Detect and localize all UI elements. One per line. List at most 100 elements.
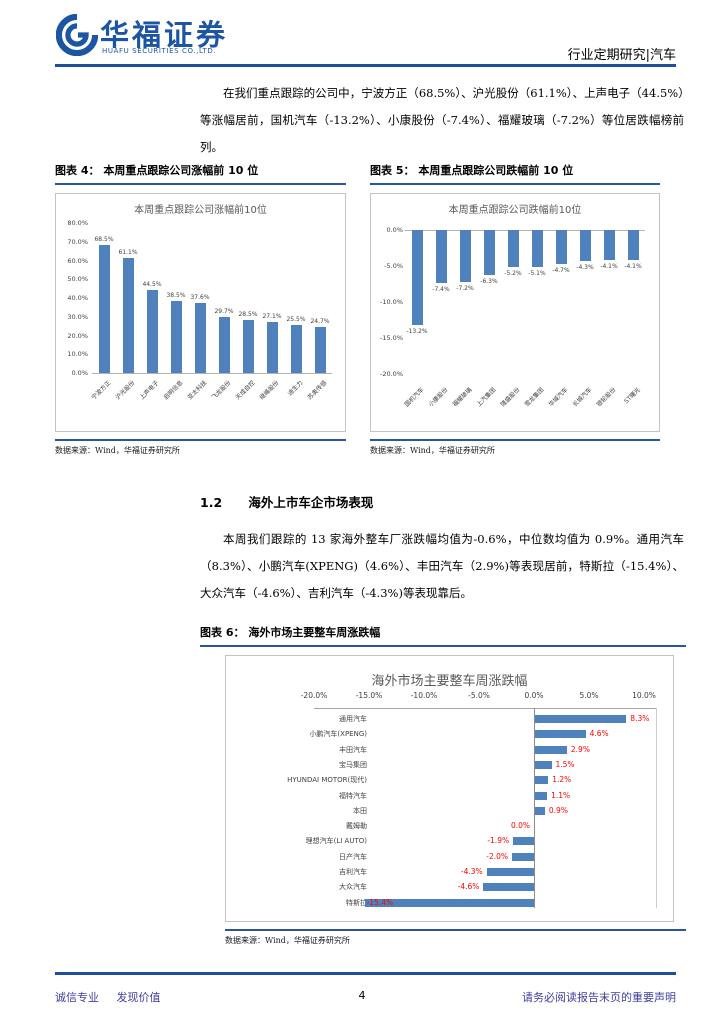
x-category-label: 银轮股份	[595, 386, 618, 409]
x-category-label: 飞龙股份	[210, 379, 233, 402]
x-category-label: 雪龙集团	[523, 386, 546, 409]
bar	[486, 868, 534, 876]
y-axis-tick-label: -15.0%	[380, 334, 403, 342]
section-title: 海外上市车企市场表现	[248, 495, 374, 510]
y-category-label: 大众汽车	[339, 883, 367, 892]
huafu-logo-icon	[55, 13, 99, 57]
bar	[535, 760, 552, 769]
bar	[603, 230, 615, 260]
summary-paragraph: 在我们重点跟踪的公司中，宁波方正（68.5%）、沪光股份（61.1%）、上声电子…	[200, 86, 684, 154]
bar	[483, 230, 495, 276]
bar-value-label: -4.6%	[457, 882, 480, 892]
x-axis-baseline	[92, 373, 332, 374]
bar-value-label: 37.6%	[190, 293, 210, 301]
bar	[122, 258, 134, 373]
bar	[512, 852, 534, 861]
section-heading: 1.2 海外上市车企市场表现	[200, 492, 684, 511]
footer-slogan-a: 诚信专业	[55, 991, 99, 1004]
bar-value-label: -4.3%	[576, 263, 594, 271]
x-category-label: 长城汽车	[571, 386, 594, 409]
x-axis-baseline	[405, 230, 645, 231]
x-category-label: 宁波方正	[90, 379, 113, 402]
bar	[194, 302, 206, 373]
bar-value-label: 24.7%	[310, 317, 330, 325]
bar	[507, 230, 519, 268]
bar	[459, 230, 471, 282]
y-category-label: 小鹏汽车(XPENG)	[309, 730, 367, 739]
report-category: 行业定期研究|汽车	[567, 48, 676, 63]
chart-title: 海外市场主要整车周涨跌幅	[371, 674, 528, 689]
bar-value-label: 38.5%	[166, 291, 186, 299]
y-category-label: 通用汽车	[339, 715, 367, 723]
x-axis-tick-label: 5.0%	[579, 691, 599, 700]
bar-value-label: 29.7%	[214, 308, 234, 316]
bar	[98, 244, 110, 373]
figure-5-caption-rule	[370, 183, 660, 185]
figure-6-source: 数据来源：Wind，华福证券研究所	[225, 929, 686, 946]
bar-value-label: 8.3%	[630, 714, 650, 723]
bar	[535, 745, 567, 754]
x-axis-tick-label: -5.0%	[468, 691, 490, 700]
bar-value-label: -5.1%	[528, 269, 546, 277]
x-category-label: 华域汽车	[547, 386, 570, 409]
y-axis-tick-label: 0.0%	[386, 226, 403, 234]
y-category-label: 吉利汽车	[339, 868, 367, 876]
y-axis-tick-label: 70.0%	[67, 237, 88, 246]
bar	[531, 230, 543, 267]
bar-value-label: -13.2%	[406, 328, 428, 336]
brand-name: 华福证券	[100, 18, 229, 52]
x-category-label: 小康股份	[427, 386, 450, 409]
bar-value-label: -4.3%	[460, 867, 483, 876]
bar	[513, 837, 534, 846]
y-axis-tick-label: -5.0%	[384, 262, 403, 270]
figure-5: 图表 5： 本周重点跟踪公司跌幅前 10 位 本周重点跟踪公司跌幅前10位 0.0…	[370, 162, 660, 456]
bar-value-label: 2.9%	[570, 744, 590, 754]
bar	[266, 322, 278, 373]
bar	[555, 230, 567, 264]
bar	[364, 898, 534, 907]
bar	[535, 715, 627, 723]
bar-value-label: 1.2%	[552, 775, 572, 785]
y-axis-tick-label: 50.0%	[67, 275, 88, 284]
x-axis-tick-label: -15.0%	[355, 691, 383, 700]
bar-value-label: 0.9%	[548, 805, 568, 815]
chart-title: 本周重点跟踪公司涨幅前10位	[134, 205, 267, 216]
y-axis-tick-label: -10.0%	[380, 298, 403, 306]
bar	[483, 883, 534, 892]
bar-value-label: 4.6%	[589, 729, 609, 739]
bar	[411, 230, 423, 326]
x-axis-tick-label: 10.0%	[632, 691, 656, 700]
bar-value-label: 1.1%	[551, 790, 571, 800]
bar	[535, 806, 545, 815]
fig6-canvas: 海外市场主要整车周涨跌幅 -20.0% -15.0% -10.0% -5.0% 0.0% 5…	[225, 655, 674, 922]
bar-value-label: 68.5%	[94, 235, 114, 243]
figure-4-caption-rule	[55, 183, 346, 185]
y-category-label: 理想汽车(LI AUTO)	[305, 837, 367, 846]
bar	[314, 326, 326, 373]
x-category-label: 上汽集团	[475, 386, 498, 409]
bar	[535, 791, 548, 800]
x-category-label: 隆盛股份	[499, 386, 522, 409]
figure-4-source: 数据来源：Wind，华福证券研究所	[55, 439, 346, 456]
y-category-label: 本田	[353, 806, 367, 815]
footer-slogan-b: 发现价值	[116, 991, 161, 1004]
x-category-label: 苏奥传感	[306, 379, 329, 402]
figure-5-source: 数据来源：Wind，华福证券研究所	[370, 439, 660, 456]
y-category-label: 福特汽车	[339, 791, 367, 800]
bar-value-label: -7.2%	[456, 284, 474, 292]
y-axis-tick-label: 30.0%	[67, 312, 88, 321]
bar	[218, 317, 230, 373]
bar-value-label: -4.7%	[552, 266, 570, 274]
x-category-label: 继峰股份	[258, 379, 281, 402]
figure-4: 图表 4： 本周重点跟踪公司涨幅前 10 位 本周重点跟踪公司涨幅前10位 80.…	[55, 162, 346, 456]
fig5-canvas: 本周重点跟踪公司跌幅前10位 0.0% -5.0% -10.0% -15.0% -20.0…	[370, 193, 660, 432]
y-category-label: 丰田汽车	[339, 745, 367, 754]
brand-name-en: HUAFU SECURITIES CO.,LTD.	[102, 47, 217, 55]
bar	[579, 230, 591, 261]
y-axis-tick-label: -20.0%	[380, 370, 403, 378]
bar-value-label: -5.2%	[504, 270, 522, 278]
bar	[627, 230, 639, 260]
x-category-label: ST曙光	[622, 386, 642, 406]
y-axis-tick-label: 20.0%	[67, 331, 88, 340]
